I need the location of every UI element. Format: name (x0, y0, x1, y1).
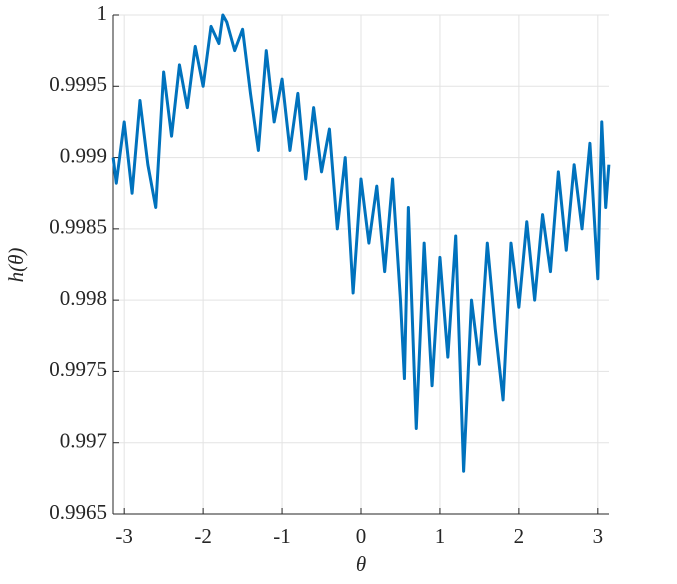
y-tick-label: 0.997 (60, 429, 107, 453)
data-line (111, 13, 611, 473)
x-tick-label: 0 (356, 524, 367, 548)
y-axis-label: h(θ) (4, 248, 28, 283)
y-tick-label: 0.9965 (49, 500, 107, 524)
x-tick-label: -1 (273, 524, 291, 548)
y-tick-label: 1 (97, 1, 108, 25)
y-tick-label: 0.999 (60, 143, 107, 167)
y-tick-label: 0.9985 (49, 215, 107, 239)
x-tick-label: -3 (115, 524, 133, 548)
x-tick-label: 2 (514, 524, 525, 548)
y-tick-label: 0.998 (60, 286, 107, 310)
x-axis-label: θ (356, 552, 366, 576)
x-tick-label: -2 (194, 524, 212, 548)
x-tick-label: 3 (593, 524, 604, 548)
x-tick-label: 1 (435, 524, 446, 548)
y-tick-label: 0.9975 (49, 357, 107, 381)
y-tick-label: 0.9995 (49, 72, 107, 96)
